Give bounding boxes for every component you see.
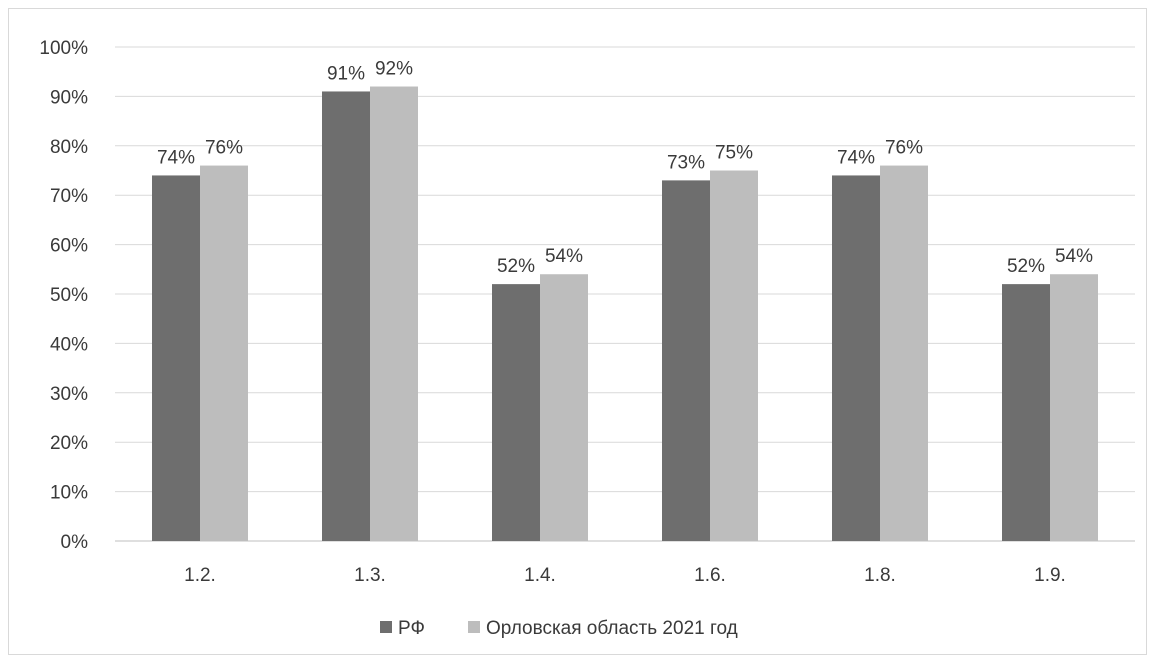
x-tick-label: 1.9. — [1034, 565, 1066, 586]
bar — [662, 180, 710, 541]
y-tick-label: 30% — [50, 384, 88, 405]
bar — [492, 284, 540, 541]
bar — [370, 86, 418, 542]
data-label: 75% — [715, 143, 753, 164]
bar — [1050, 274, 1098, 541]
x-tick-label: 1.2. — [184, 565, 216, 586]
data-label: 52% — [497, 256, 535, 277]
bar — [322, 91, 370, 542]
bar — [152, 175, 200, 541]
bar — [710, 170, 758, 541]
data-label: 76% — [885, 138, 923, 159]
y-tick-label: 10% — [50, 483, 88, 504]
legend-swatch — [380, 621, 392, 633]
bar — [200, 165, 248, 541]
data-label: 76% — [205, 138, 243, 159]
legend-swatch — [468, 621, 480, 633]
y-tick-label: 90% — [50, 87, 88, 108]
x-tick-label: 1.8. — [864, 565, 896, 586]
y-tick-label: 70% — [50, 186, 88, 207]
data-label: 73% — [667, 152, 705, 173]
data-label: 91% — [327, 63, 365, 84]
data-label: 74% — [157, 147, 195, 168]
legend-label: Орловская область 2021 год — [486, 618, 738, 639]
y-tick-label: 40% — [50, 334, 88, 355]
legend-label: РФ — [398, 618, 425, 639]
data-label: 54% — [1055, 246, 1093, 267]
y-tick-label: 50% — [50, 285, 88, 306]
y-tick-label: 60% — [50, 236, 88, 257]
x-tick-label: 1.3. — [354, 565, 386, 586]
bar — [832, 175, 880, 541]
y-tick-label: 0% — [61, 532, 89, 553]
y-tick-label: 20% — [50, 433, 88, 454]
data-label: 54% — [545, 246, 583, 267]
data-label: 74% — [837, 147, 875, 168]
y-tick-label: 80% — [50, 137, 88, 158]
bar — [1002, 284, 1050, 541]
data-label: 52% — [1007, 256, 1045, 277]
y-tick-label: 100% — [39, 38, 88, 59]
bar — [880, 165, 928, 541]
bar — [540, 274, 588, 541]
data-label: 92% — [375, 59, 413, 80]
x-tick-label: 1.4. — [524, 565, 556, 586]
x-tick-label: 1.6. — [694, 565, 726, 586]
